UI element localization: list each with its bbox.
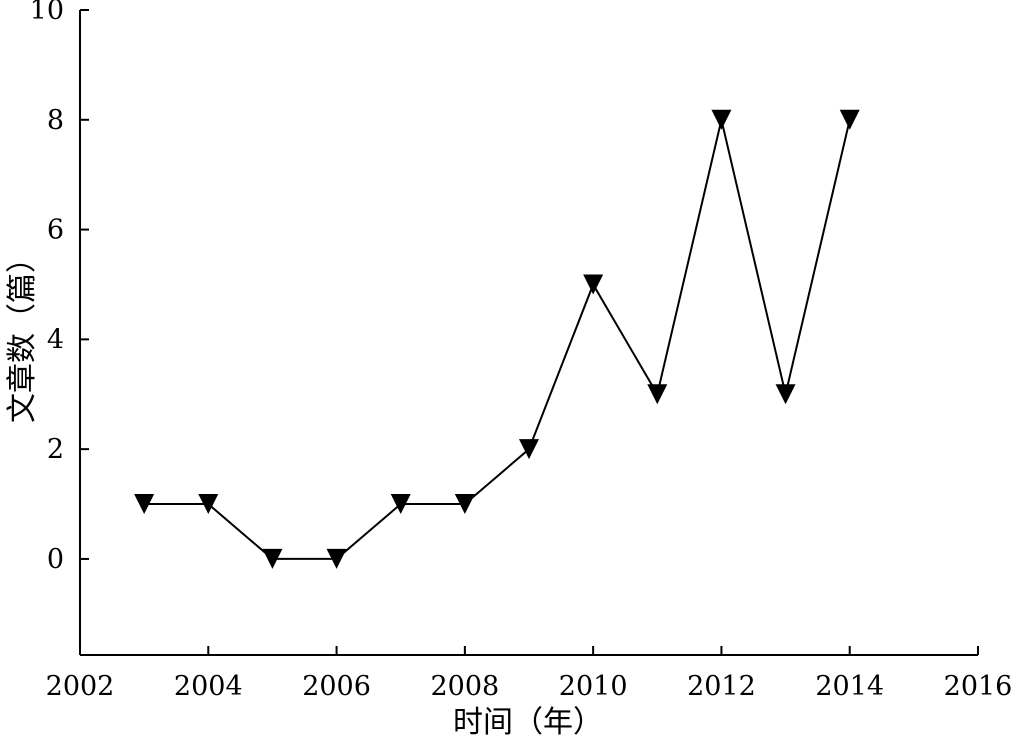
y-tick-label: 10 (30, 0, 64, 26)
series-layer (134, 109, 860, 569)
axes (79, 10, 978, 656)
x-tick-label: 2006 (302, 671, 371, 702)
data-point-marker (839, 109, 860, 130)
data-point-marker (326, 548, 347, 569)
x-tick-label: 2010 (559, 671, 628, 702)
data-point-marker (519, 439, 539, 460)
x-axis-ticks: 2002 2004 2006 2008 2010 2012 2014 2016 (46, 646, 1011, 702)
x-tick-label: 2004 (174, 671, 243, 702)
y-tick-label: 4 (47, 324, 64, 355)
x-tick-label: 2008 (430, 671, 499, 702)
y-tick-label: 0 (47, 544, 64, 575)
x-axis-title: 时间（年） (453, 705, 603, 738)
y-axis-title: 文章数（篇） (5, 243, 40, 423)
data-point-marker (454, 494, 475, 515)
x-tick-label: 2012 (687, 671, 756, 702)
x-tick-label: 2016 (944, 671, 1011, 702)
data-point-marker (134, 494, 155, 515)
data-point-marker (390, 494, 411, 515)
series-line (144, 119, 851, 560)
y-tick-label: 6 (47, 215, 64, 246)
y-tick-label: 8 (47, 105, 64, 136)
data-point-marker (198, 494, 219, 515)
data-point-marker (647, 384, 668, 405)
y-tick-label: 2 (47, 434, 64, 465)
data-point-marker (711, 109, 732, 130)
data-point-marker (775, 384, 796, 405)
x-tick-label: 2014 (815, 671, 884, 702)
data-point-marker (583, 274, 604, 295)
data-point-marker (262, 548, 283, 569)
y-axis-ticks: 0 2 4 6 8 10 (30, 0, 89, 575)
x-tick-label: 2002 (46, 671, 115, 702)
